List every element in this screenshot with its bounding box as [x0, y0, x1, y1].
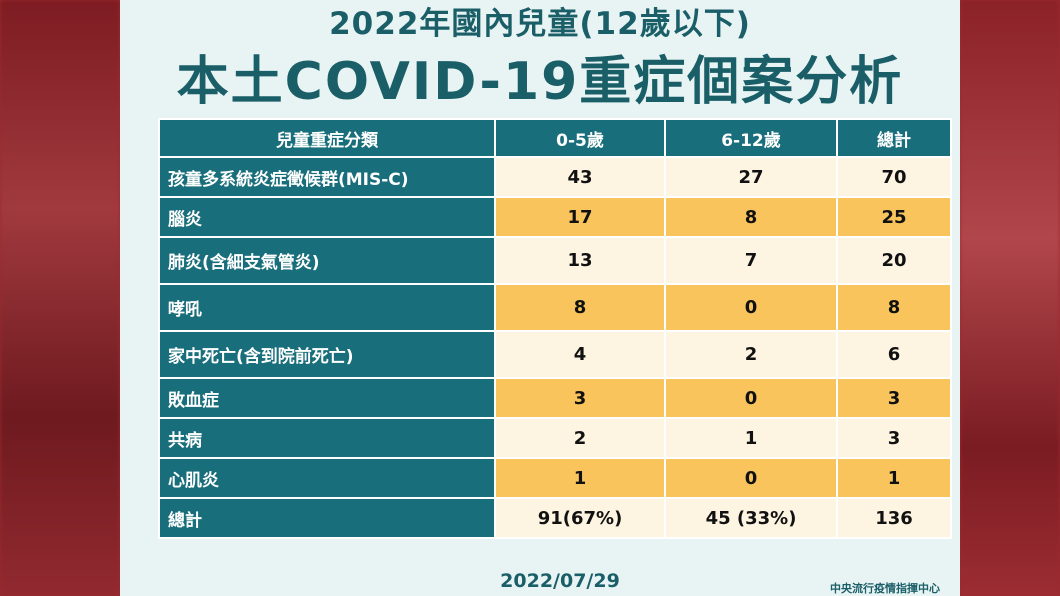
cell-age-0-5: 2 [494, 417, 666, 459]
organization-name: 中央流行疫情指揮中心 [830, 582, 940, 595]
cell-total: 6 [836, 330, 952, 379]
cell-age-6-12: 7 [664, 236, 838, 285]
table-row: 共病 2 1 3 [158, 417, 952, 459]
table-row: 腦炎 17 8 25 [158, 196, 952, 238]
header-total: 總計 [836, 118, 952, 158]
header-age-0-5: 0-5歲 [494, 118, 666, 158]
cell-total: 8 [836, 283, 952, 332]
table-row: 哮吼 8 0 8 [158, 283, 952, 332]
cell-total: 20 [836, 236, 952, 285]
cell-total: 3 [836, 377, 952, 419]
cell-age-0-5: 4 [494, 330, 666, 379]
row-label: 肺炎(含細支氣管炎) [158, 236, 496, 285]
cell-age-0-5: 1 [494, 457, 666, 499]
cell-total: 3 [836, 417, 952, 459]
row-label: 孩童多系統炎症徵候群(MIS-C) [158, 156, 496, 198]
cell-total: 25 [836, 196, 952, 238]
cell-age-0-5: 3 [494, 377, 666, 419]
row-label: 哮吼 [158, 283, 496, 332]
cell-total: 136 [836, 497, 952, 539]
table-row: 孩童多系統炎症徵候群(MIS-C) 43 27 70 [158, 156, 952, 198]
table-total-row: 總計 91(67%) 45 (33%) 136 [158, 497, 952, 539]
cell-age-6-12: 8 [664, 196, 838, 238]
cell-age-6-12: 0 [664, 283, 838, 332]
cell-age-0-5: 13 [494, 236, 666, 285]
cell-age-0-5: 8 [494, 283, 666, 332]
header-category: 兒童重症分類 [158, 118, 496, 158]
table-header-row: 兒童重症分類 0-5歲 6-12歲 總計 [158, 118, 952, 158]
cell-age-6-12: 0 [664, 377, 838, 419]
infographic-card: 2022年國內兒童(12歲以下) 本土COVID-19重症個案分析 兒童重症分類… [120, 0, 960, 596]
row-label: 家中死亡(含到院前死亡) [158, 330, 496, 379]
title-line-1: 2022年國內兒童(12歲以下) [329, 6, 751, 42]
severe-case-table: 兒童重症分類 0-5歲 6-12歲 總計 孩童多系統炎症徵候群(MIS-C) 4… [158, 118, 952, 539]
publication-date: 2022/07/29 [500, 570, 620, 592]
cell-age-6-12: 2 [664, 330, 838, 379]
table-row: 肺炎(含細支氣管炎) 13 7 20 [158, 236, 952, 285]
row-label: 腦炎 [158, 196, 496, 238]
background-left-panel [0, 0, 120, 596]
cell-total: 1 [836, 457, 952, 499]
cell-total: 70 [836, 156, 952, 198]
row-label: 心肌炎 [158, 457, 496, 499]
background-right-panel [960, 0, 1060, 596]
cell-age-6-12: 45 (33%) [664, 497, 838, 539]
header-age-6-12: 6-12歲 [664, 118, 838, 158]
table-row: 敗血症 3 0 3 [158, 377, 952, 419]
row-label: 總計 [158, 497, 496, 539]
cell-age-0-5: 91(67%) [494, 497, 666, 539]
table-row: 家中死亡(含到院前死亡) 4 2 6 [158, 330, 952, 379]
row-label: 敗血症 [158, 377, 496, 419]
cell-age-6-12: 0 [664, 457, 838, 499]
table-row: 心肌炎 1 0 1 [158, 457, 952, 499]
cell-age-0-5: 43 [494, 156, 666, 198]
row-label: 共病 [158, 417, 496, 459]
cell-age-0-5: 17 [494, 196, 666, 238]
title-line-2: 本土COVID-19重症個案分析 [176, 52, 904, 112]
cell-age-6-12: 27 [664, 156, 838, 198]
cell-age-6-12: 1 [664, 417, 838, 459]
